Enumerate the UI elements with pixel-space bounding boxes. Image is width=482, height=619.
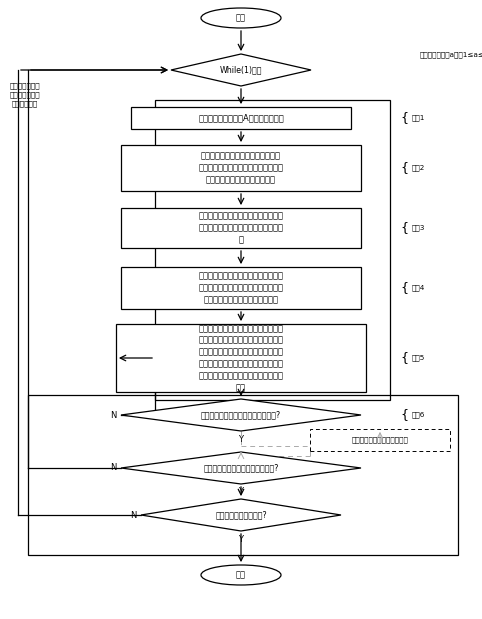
Text: 步骤2: 步骤2 bbox=[412, 165, 426, 171]
FancyBboxPatch shape bbox=[310, 429, 450, 451]
Text: 所有计算流程执行完毕?: 所有计算流程执行完毕? bbox=[215, 511, 267, 519]
Text: {: { bbox=[400, 162, 408, 175]
Text: Y: Y bbox=[239, 488, 243, 496]
Text: {: { bbox=[400, 409, 408, 422]
Ellipse shape bbox=[201, 8, 281, 28]
Text: 步骤3: 步骤3 bbox=[412, 225, 426, 232]
Text: Y: Y bbox=[239, 534, 243, 543]
Polygon shape bbox=[171, 54, 311, 86]
Text: 该应用功能不需
要和分布式计算
管理平台交互: 该应用功能不需 要和分布式计算 管理平台交互 bbox=[10, 82, 40, 107]
Text: {: { bbox=[400, 222, 408, 235]
Text: {: { bbox=[400, 111, 408, 124]
Text: 结束: 结束 bbox=[236, 571, 246, 579]
Text: N: N bbox=[130, 511, 136, 519]
Text: N: N bbox=[110, 464, 116, 472]
Text: 步骤5: 步骤5 bbox=[412, 355, 426, 361]
FancyBboxPatch shape bbox=[121, 208, 361, 248]
Text: 步骤1: 步骤1 bbox=[412, 115, 426, 121]
Text: {: { bbox=[400, 282, 408, 295]
Text: 应用功能制定计算方案，准备计算数
据，根据应用功能的计算耗时特性，设
定各个应用计算作业的调度粒度: 应用功能制定计算方案，准备计算数 据，根据应用功能的计算耗时特性，设 定各个应用… bbox=[199, 152, 283, 184]
Text: 分布式计算管理平台根据各个应用功能
的计算优先级将其对应的计算任务序列
添加到平台的计算任务调度队列中: 分布式计算管理平台根据各个应用功能 的计算优先级将其对应的计算任务序列 添加到平… bbox=[199, 272, 283, 305]
FancyBboxPatch shape bbox=[116, 324, 366, 392]
Polygon shape bbox=[121, 399, 361, 431]
Text: Y: Y bbox=[239, 435, 243, 443]
FancyBboxPatch shape bbox=[121, 267, 361, 309]
Text: 所有启动的应用功能全部计算完成?: 所有启动的应用功能全部计算完成? bbox=[203, 464, 279, 472]
FancyBboxPatch shape bbox=[121, 145, 361, 191]
Text: While(1)循环: While(1)循环 bbox=[220, 66, 262, 74]
FancyBboxPatch shape bbox=[131, 107, 351, 129]
Text: 应用功能进程（a）（1≤a≤A）: 应用功能进程（a）（1≤a≤A） bbox=[420, 52, 482, 58]
Text: 根据计算流程，启动A个应用功能进程: 根据计算流程，启动A个应用功能进程 bbox=[198, 113, 284, 123]
Text: 开始: 开始 bbox=[236, 14, 246, 22]
Text: 根据各个应用功能的计算任务预计执行
时间，形成各个应用功能的计算任务序
列: 根据各个应用功能的计算任务预计执行 时间，形成各个应用功能的计算任务序 列 bbox=[199, 212, 283, 245]
Text: 应用功能对计算结果进行处理: 应用功能对计算结果进行处理 bbox=[351, 436, 408, 443]
Text: 分布式计算管理平台对计算节点基于证
空间距离度的原则，对计算任务调度队
列按照应用动能的调度粒度进行计算作
业组织，并添加到计算作业队列中，再
下发给计算节点进: 分布式计算管理平台对计算节点基于证 空间距离度的原则，对计算任务调度队 列按照应… bbox=[199, 324, 283, 392]
Polygon shape bbox=[121, 452, 361, 484]
Text: 步骤4: 步骤4 bbox=[412, 285, 426, 292]
Polygon shape bbox=[141, 499, 341, 531]
Text: 单个应用功能计算作业全部计算完成?: 单个应用功能计算作业全部计算完成? bbox=[201, 410, 281, 420]
Text: 步骤6: 步骤6 bbox=[412, 412, 426, 418]
Ellipse shape bbox=[201, 565, 281, 585]
Text: {: { bbox=[400, 352, 408, 365]
Text: N: N bbox=[110, 410, 116, 420]
